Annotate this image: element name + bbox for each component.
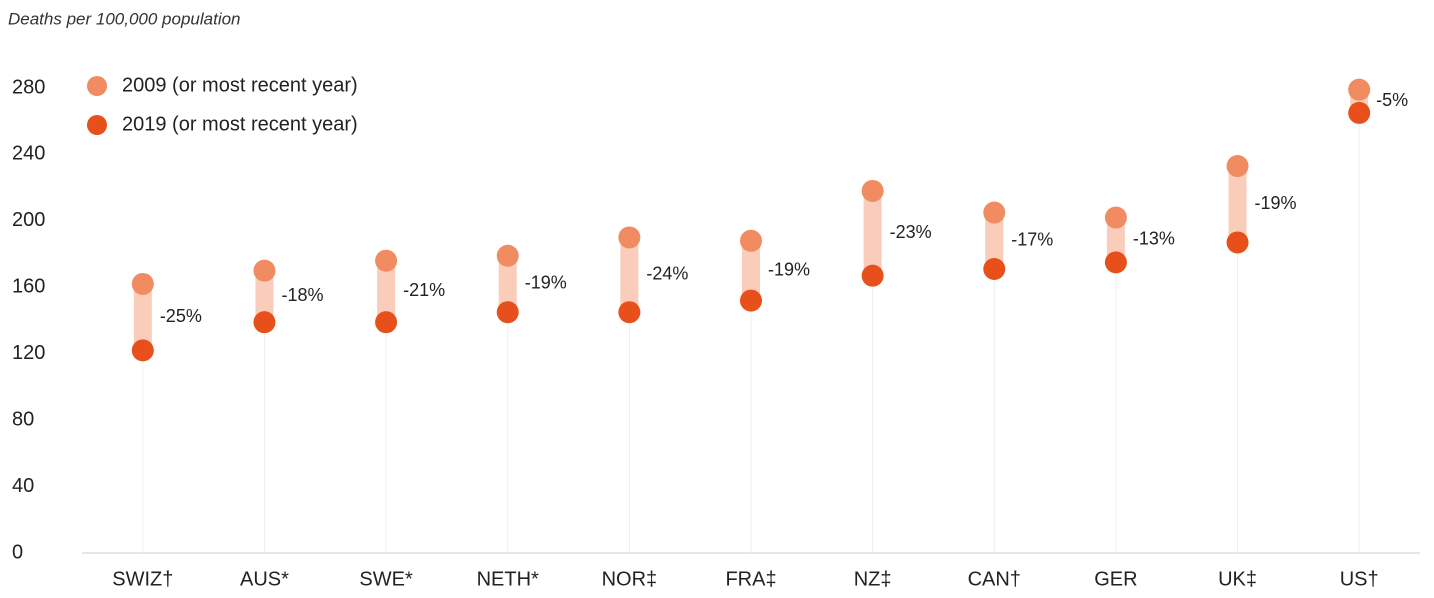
dot-2019 (375, 311, 398, 334)
connector (863, 190, 882, 276)
x-tick-label: UK‡ (1218, 568, 1257, 590)
legend-swatch (87, 76, 107, 96)
connector (255, 270, 274, 323)
change-label: -19% (525, 273, 567, 293)
x-tick-label: NETH* (477, 568, 539, 590)
connector (620, 237, 639, 313)
y-tick-label: 80 (12, 408, 34, 430)
dot-2009 (253, 259, 276, 282)
dot-2009 (496, 244, 519, 267)
change-label: -13% (1133, 229, 1175, 249)
dot-2009 (1348, 78, 1371, 101)
y-tick-label: 0 (12, 541, 23, 563)
x-tick-label: AUS* (240, 568, 289, 590)
dot-2019 (1226, 231, 1249, 254)
legend-label: 2009 (or most recent year) (122, 74, 358, 96)
x-tick-label: US† (1340, 568, 1379, 590)
x-tick-label: GER (1094, 568, 1137, 590)
change-label: -23% (890, 222, 932, 242)
legend-label: 2019 (or most recent year) (122, 113, 358, 135)
dot-2019 (618, 301, 641, 324)
connector (1106, 217, 1125, 263)
connector (133, 283, 152, 351)
y-tick-label: 160 (12, 276, 45, 298)
x-tick-label: NZ‡ (854, 568, 892, 590)
x-tick-label: CAN† (968, 568, 1021, 590)
dot-2009 (861, 179, 884, 202)
dot-2019 (496, 301, 519, 324)
dot-2009 (131, 272, 154, 295)
y-tick-label: 40 (12, 475, 34, 497)
x-tick-label: NOR‡ (602, 568, 658, 590)
change-label: -24% (646, 264, 688, 284)
connector (985, 212, 1004, 270)
dot-2019 (1104, 251, 1127, 274)
change-label: -25% (160, 306, 202, 326)
dot-2009 (983, 201, 1006, 224)
dot-2009 (740, 229, 762, 252)
connector (742, 240, 760, 301)
y-tick-label: 120 (12, 342, 45, 364)
connector (377, 260, 396, 323)
dot-2009 (1226, 155, 1249, 178)
dot-2019 (1348, 101, 1371, 124)
dot-2019 (740, 289, 762, 312)
y-tick-label: 240 (12, 143, 45, 165)
dot-2009 (618, 226, 641, 249)
change-label: -21% (403, 280, 445, 300)
dot-2019 (253, 311, 276, 334)
chart-title: Deaths per 100,000 population (8, 9, 241, 28)
x-tick-label: FRA‡ (725, 568, 776, 590)
change-label: -5% (1376, 90, 1408, 110)
dot-2009 (1104, 206, 1127, 229)
change-label: -19% (1255, 193, 1297, 213)
change-label: -19% (768, 259, 810, 279)
dot-2009 (375, 249, 398, 272)
dot-2019 (131, 339, 154, 362)
change-label: -17% (1011, 230, 1053, 250)
legend-swatch (87, 115, 107, 135)
dot-2019 (983, 258, 1006, 281)
y-tick-label: 200 (12, 209, 45, 231)
change-label: -18% (281, 285, 323, 305)
connector (1228, 166, 1247, 243)
x-tick-label: SWIZ† (112, 568, 173, 590)
connector (498, 255, 517, 313)
x-tick-label: SWE* (359, 568, 413, 590)
dot-2019 (861, 264, 884, 287)
y-tick-label: 280 (12, 76, 45, 98)
